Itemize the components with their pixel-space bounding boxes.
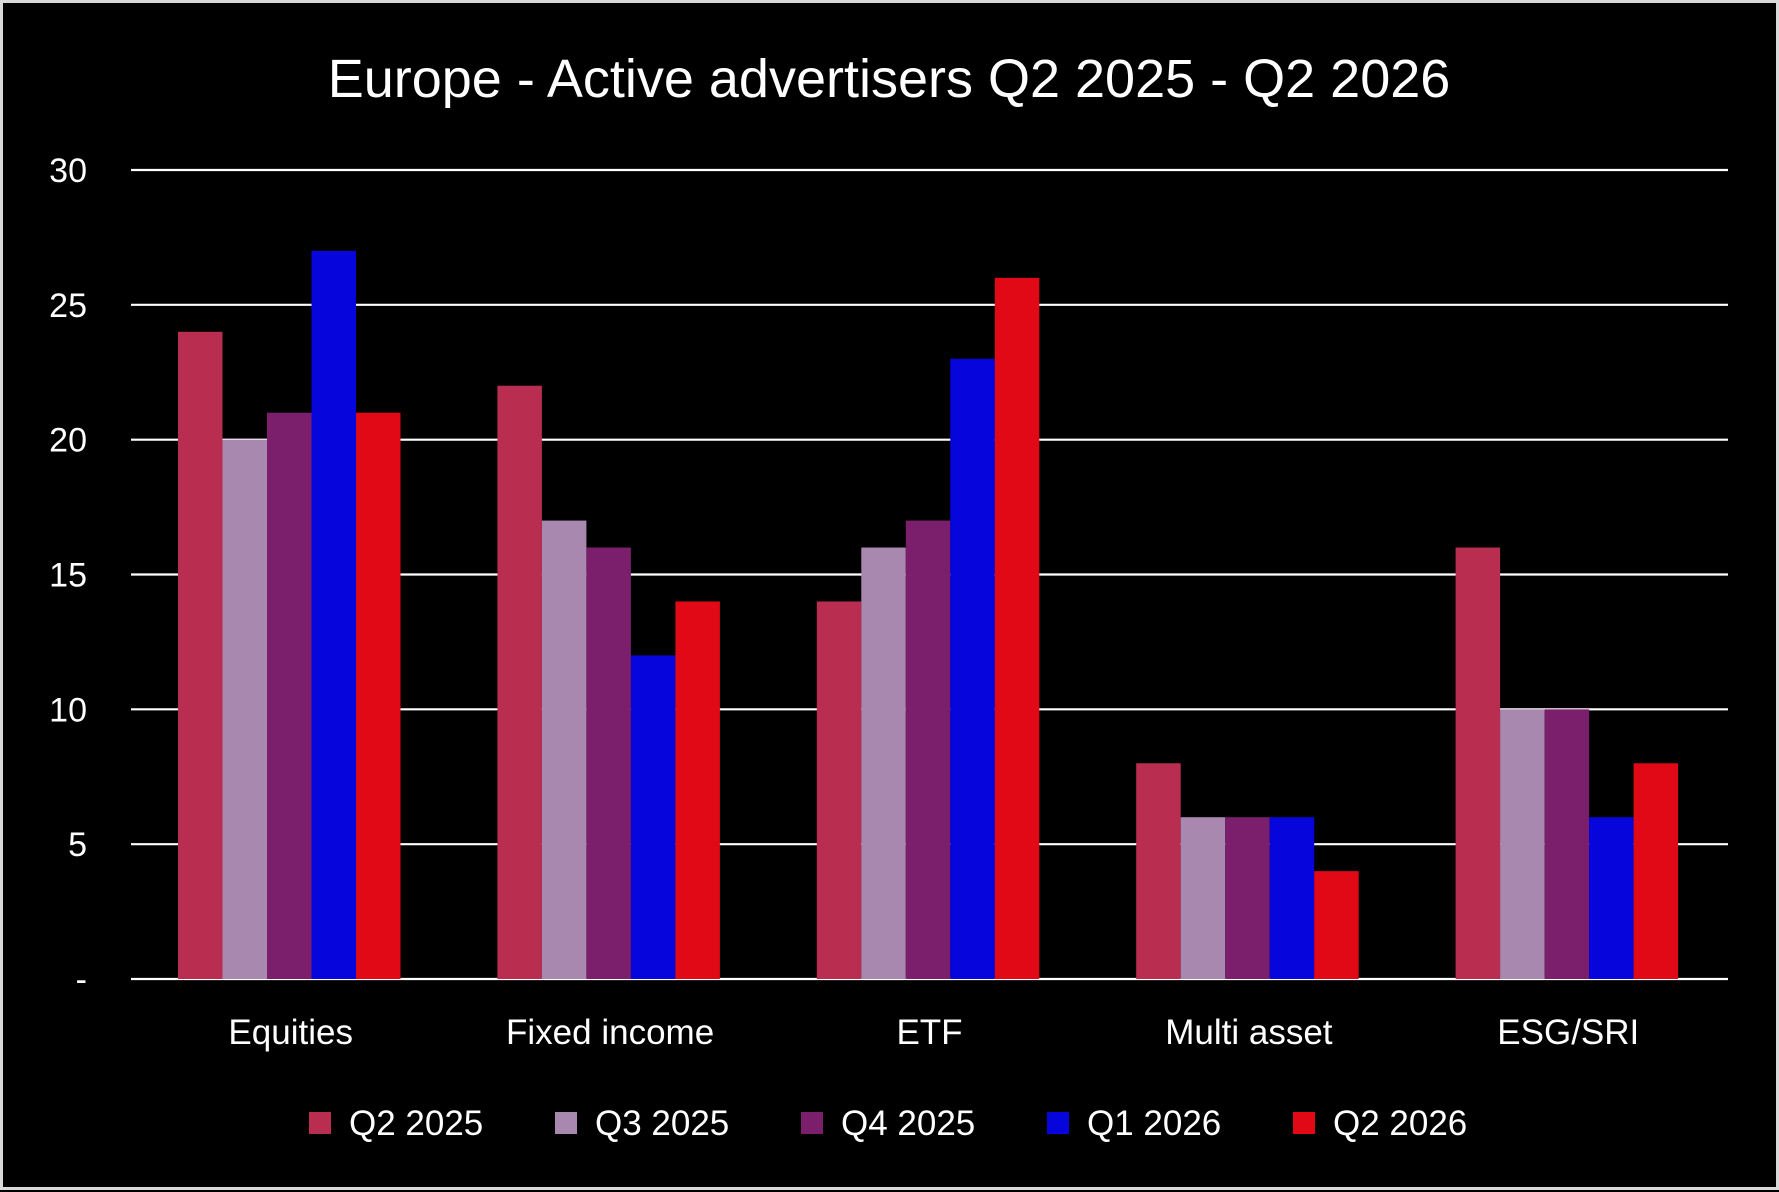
y-tick-label: 20 — [49, 422, 87, 460]
x-axis-category-labels: Equities Fixed income ETF Multi asset ESG/SR… — [228, 1013, 1639, 1052]
legend-label: Q2 2026 — [1333, 1104, 1467, 1143]
legend-label: Q1 2026 — [1087, 1104, 1221, 1143]
y-tick-label: 30 — [49, 152, 87, 190]
bar — [267, 412, 312, 979]
x-category-label: ETF — [896, 1013, 962, 1052]
bar — [1314, 871, 1359, 979]
y-tick-label: 10 — [49, 691, 87, 729]
bar — [222, 439, 267, 980]
chart-title: Europe - Active advertisers Q2 2025 - Q2… — [328, 49, 1451, 109]
y-tick-label: 25 — [49, 287, 87, 325]
bar — [1589, 817, 1634, 979]
legend-swatch — [309, 1112, 331, 1134]
bar — [1633, 763, 1679, 979]
bar — [905, 520, 951, 979]
bar — [541, 520, 587, 979]
bar — [1136, 763, 1181, 979]
bar-chart: Europe - Active advertisers Q2 2025 - Q2… — [49, 49, 1728, 1143]
x-category-label: Equities — [228, 1013, 353, 1052]
legend-label: Q4 2025 — [841, 1104, 975, 1143]
bar — [178, 331, 223, 979]
y-tick-label: - — [76, 961, 87, 999]
bar — [1544, 709, 1590, 979]
legend-swatch — [1047, 1112, 1069, 1134]
legend-swatch — [555, 1112, 577, 1134]
y-tick-label: 15 — [49, 557, 87, 595]
legend-swatch — [801, 1112, 823, 1134]
legend-label: Q2 2025 — [349, 1104, 483, 1143]
bar — [994, 277, 1040, 979]
bar — [1225, 817, 1270, 979]
bar — [1180, 817, 1226, 979]
legend-label: Q3 2025 — [595, 1104, 729, 1143]
x-category-label: Fixed income — [506, 1013, 714, 1052]
x-category-label: ESG/SRI — [1497, 1013, 1639, 1052]
y-tick-label: 5 — [68, 826, 87, 864]
x-category-label: Multi asset — [1165, 1013, 1333, 1052]
bar — [675, 601, 720, 979]
bar — [950, 358, 995, 979]
legend-swatch — [1293, 1112, 1315, 1134]
bar — [311, 250, 356, 979]
y-axis-tick-labels: - 5 10 15 20 25 30 — [49, 152, 87, 999]
bar — [630, 655, 676, 979]
bar — [356, 412, 401, 979]
bars — [178, 250, 1679, 980]
bar — [1455, 547, 1501, 979]
bar — [816, 601, 862, 979]
legend: Q2 2025 Q3 2025 Q4 2025 Q1 2026 Q2 2026 — [309, 1104, 1467, 1143]
bar — [1269, 817, 1315, 979]
bar — [1500, 709, 1545, 979]
bar — [861, 547, 906, 979]
bar — [586, 547, 631, 979]
bar — [497, 385, 542, 979]
